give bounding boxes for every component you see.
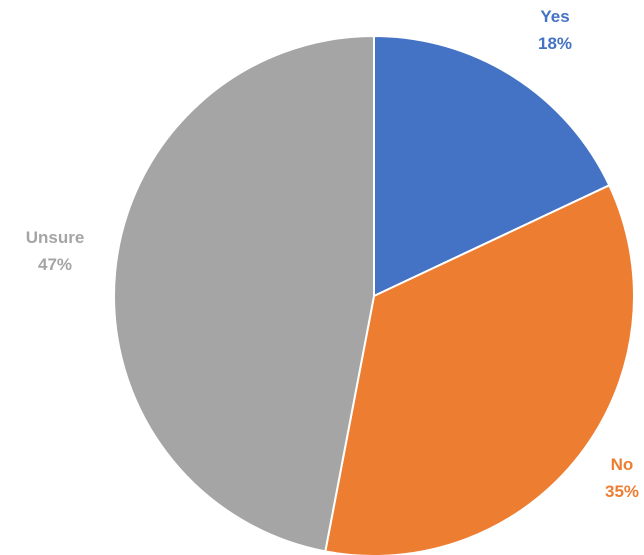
pie-slice-no <box>324 183 635 555</box>
data-label-no-category: No <box>611 455 634 474</box>
data-label-unsure-category: Unsure <box>26 228 85 247</box>
data-label-no-percent: 35% <box>605 482 639 501</box>
data-label-yes-percent: 18% <box>538 34 572 53</box>
data-label-yes-category: Yes <box>540 7 569 26</box>
pie-slice-yes <box>373 34 611 298</box>
pie-slice-unsure <box>113 34 375 553</box>
data-label-unsure-percent: 47% <box>38 255 72 274</box>
pie-slices <box>113 34 635 555</box>
pie-labels: Yes 18% No 35% Unsure 47% <box>26 7 639 501</box>
